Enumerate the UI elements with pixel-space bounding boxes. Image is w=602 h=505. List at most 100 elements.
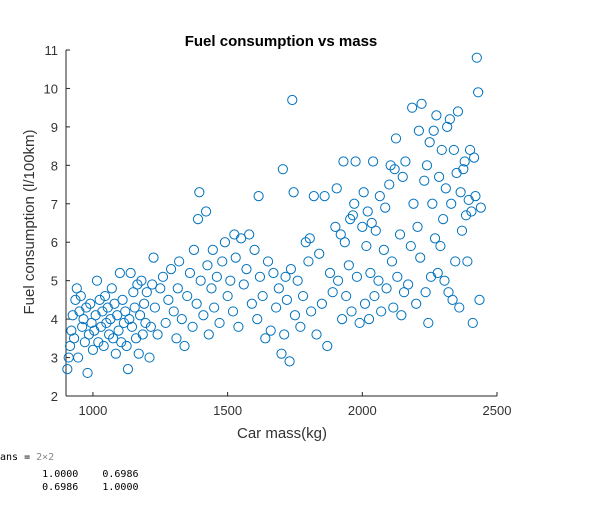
data-point xyxy=(249,244,260,256)
y-tick-label: 4 xyxy=(51,312,58,327)
data-point xyxy=(429,233,441,244)
data-point xyxy=(469,152,480,163)
data-point xyxy=(370,225,381,236)
data-point xyxy=(95,321,107,332)
data-point xyxy=(288,187,299,198)
x-tick-label: 2000 xyxy=(348,403,377,418)
data-point xyxy=(452,106,464,117)
data-point xyxy=(160,317,171,329)
data-point xyxy=(137,329,148,340)
data-point xyxy=(225,275,236,286)
data-point xyxy=(70,294,81,305)
y-tick-label: 3 xyxy=(51,351,58,366)
data-point xyxy=(316,298,328,309)
data-point xyxy=(94,294,105,305)
data-point xyxy=(194,187,205,198)
data-point xyxy=(273,283,284,294)
data-point xyxy=(381,283,392,294)
data-point xyxy=(91,275,103,286)
data-point xyxy=(109,298,120,309)
data-point xyxy=(202,260,213,271)
data-point xyxy=(319,190,330,202)
data-point xyxy=(133,348,144,359)
data-point xyxy=(62,363,73,375)
data-point xyxy=(415,252,426,263)
ans-cell: 0.6986 xyxy=(102,469,139,480)
data-point xyxy=(118,317,130,329)
data-point xyxy=(121,340,132,352)
data-point xyxy=(459,156,470,167)
data-point xyxy=(136,275,147,286)
data-point xyxy=(99,290,111,302)
ans-row-2: 0.6986 1.0000 xyxy=(0,481,139,494)
data-point xyxy=(124,314,135,325)
data-point xyxy=(67,310,78,321)
data-point xyxy=(93,337,104,348)
data-point xyxy=(420,287,431,298)
data-point xyxy=(419,175,430,186)
data-point xyxy=(112,310,123,321)
data-point xyxy=(376,306,387,317)
ans-cell: 1.0000 xyxy=(102,482,139,493)
data-point xyxy=(425,271,437,282)
data-point xyxy=(407,102,418,113)
data-point xyxy=(433,171,445,182)
data-point xyxy=(390,133,402,144)
data-point xyxy=(152,329,163,340)
data-point xyxy=(332,275,344,286)
data-point xyxy=(436,144,447,156)
data-point xyxy=(165,264,177,275)
data-point xyxy=(188,244,200,256)
data-point xyxy=(227,306,239,317)
data-point xyxy=(350,156,361,167)
data-point xyxy=(351,271,363,282)
data-point xyxy=(423,317,434,329)
data-point xyxy=(367,156,379,167)
data-point xyxy=(473,87,484,98)
data-point xyxy=(122,363,134,375)
data-point xyxy=(254,271,266,282)
data-point xyxy=(440,183,451,194)
data-point xyxy=(346,306,357,317)
data-point xyxy=(285,264,297,275)
data-point xyxy=(337,314,348,325)
data-point xyxy=(265,325,276,336)
data-point xyxy=(238,279,249,290)
y-tick-label: 8 xyxy=(51,158,58,173)
data-point xyxy=(141,287,152,298)
data-point xyxy=(104,329,115,340)
data-point xyxy=(85,298,96,309)
x-tick-label: 1500 xyxy=(213,403,242,418)
data-point xyxy=(327,287,338,298)
data-point xyxy=(98,340,109,352)
y-tick-label: 10 xyxy=(44,81,58,96)
data-point xyxy=(411,298,422,309)
data-point xyxy=(244,229,255,240)
data-point xyxy=(246,298,257,309)
data-point xyxy=(427,198,438,209)
data-point xyxy=(397,171,408,182)
data-point xyxy=(176,314,187,325)
data-point xyxy=(405,240,416,252)
x-tick-label: 2500 xyxy=(483,403,512,418)
data-point xyxy=(75,290,86,302)
data-point xyxy=(253,190,264,202)
data-point xyxy=(435,240,446,252)
y-axis-label: Fuel consumption (l/100km) xyxy=(21,129,38,314)
data-point xyxy=(303,256,314,267)
data-point xyxy=(362,206,373,217)
data-point xyxy=(463,194,474,206)
data-point xyxy=(110,348,121,359)
y-tick-label: 2 xyxy=(51,389,58,404)
data-point xyxy=(230,252,241,263)
data-point xyxy=(462,256,473,267)
data-point xyxy=(271,302,282,313)
data-point xyxy=(304,233,315,244)
data-point xyxy=(114,267,125,279)
ans-row-1: 1.0000 0.6986 xyxy=(0,468,139,481)
data-point xyxy=(241,264,252,275)
data-point xyxy=(229,229,240,240)
data-point xyxy=(198,310,209,321)
data-point xyxy=(192,214,204,225)
data-point xyxy=(209,302,220,313)
